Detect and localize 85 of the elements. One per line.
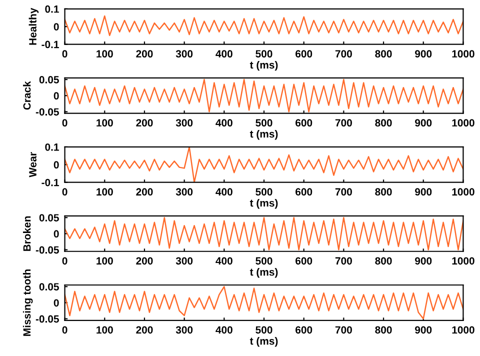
y-tick-label: -0.1 [42, 40, 59, 48]
y-tick-label: 0.05 [39, 214, 59, 222]
x-tick-label: 600 [296, 50, 312, 58]
x-axis-title: t (ms) [250, 60, 278, 71]
y-tick-label: 0 [54, 299, 59, 307]
x-tick-label: 900 [415, 119, 432, 127]
x-tick-label: 0 [62, 50, 68, 58]
x-tick-label: 500 [256, 257, 272, 265]
y-tick-label: 0 [54, 92, 59, 100]
x-tick-label: 900 [415, 257, 432, 265]
line-series [64, 78, 464, 112]
y-tick-label: 0 [54, 23, 59, 30]
x-tick-label: 400 [216, 188, 232, 196]
x-tick-label: 600 [296, 257, 312, 265]
x-tick-label: 0 [62, 257, 68, 265]
y-axis-title: Broken [23, 216, 31, 251]
x-tick-label: 1000 [452, 257, 474, 265]
x-axis-title: t (ms) [250, 268, 278, 278]
x-tick-label: 600 [296, 119, 312, 127]
y-tick-label: -0.05 [36, 108, 59, 116]
x-tick-label: 800 [375, 50, 392, 58]
x-axis-title: t (ms) [250, 199, 278, 209]
y-tick-label: 0.05 [39, 76, 59, 84]
x-tick-label: 800 [375, 188, 392, 196]
y-tick-label: 0 [54, 161, 59, 169]
x-tick-label: 700 [335, 50, 352, 58]
x-tick-label: 300 [176, 119, 193, 127]
x-tick-label: 600 [296, 326, 312, 334]
y-axis-title: Crack [23, 81, 31, 110]
x-tick-label: 800 [375, 326, 392, 334]
x-tick-label: 600 [296, 188, 312, 196]
x-tick-label: 0 [62, 326, 68, 334]
y-tick-label: -0.05 [36, 246, 59, 254]
x-tick-label: 800 [375, 257, 392, 265]
y-tick-label: -0.05 [36, 315, 59, 323]
y-tick-label: 0.1 [45, 5, 59, 13]
x-tick-label: 200 [136, 257, 153, 265]
x-tick-label: 100 [96, 50, 113, 58]
x-tick-label: 800 [375, 119, 392, 127]
x-tick-label: 300 [176, 326, 193, 334]
y-tick-label: 0.1 [45, 143, 59, 151]
y-tick-label: 0 [54, 230, 59, 238]
x-tick-label: 700 [335, 119, 352, 127]
x-tick-label: 100 [96, 257, 113, 265]
y-axis-title: Healthy [28, 8, 39, 45]
x-tick-label: 500 [256, 188, 272, 196]
x-tick-label: 1000 [452, 119, 474, 127]
x-tick-label: 900 [415, 50, 432, 58]
x-tick-label: 200 [136, 188, 153, 196]
x-tick-label: 700 [335, 188, 352, 196]
x-tick-label: 1000 [452, 50, 474, 58]
line-series [64, 286, 464, 320]
x-tick-label: 100 [96, 326, 113, 334]
x-tick-label: 900 [415, 188, 432, 196]
line-series [64, 15, 464, 36]
line-series [64, 216, 464, 250]
y-axis-title: Wear [29, 152, 36, 178]
x-tick-label: 100 [96, 188, 113, 196]
x-axis-title: t (ms) [250, 337, 278, 347]
x-tick-label: 400 [216, 326, 232, 334]
x-tick-label: 400 [216, 257, 232, 265]
x-tick-label: 200 [136, 50, 153, 58]
x-tick-label: 700 [335, 326, 352, 334]
x-tick-label: 400 [216, 50, 232, 58]
x-tick-label: 200 [136, 326, 153, 334]
x-tick-label: 300 [176, 257, 193, 265]
x-tick-label: 1000 [452, 188, 474, 196]
x-tick-label: 1000 [452, 326, 474, 334]
x-tick-label: 0 [62, 188, 68, 196]
x-tick-label: 100 [96, 119, 113, 127]
x-tick-label: 500 [256, 50, 272, 58]
line-series [64, 146, 464, 182]
x-tick-label: 700 [335, 257, 352, 265]
y-tick-label: -0.1 [42, 178, 59, 186]
y-axis-title: Missing tooth [22, 269, 33, 336]
x-tick-label: 400 [216, 119, 232, 127]
x-tick-label: 0 [62, 119, 68, 127]
x-tick-label: 900 [415, 326, 432, 334]
x-tick-label: 500 [256, 326, 272, 334]
x-tick-label: 300 [176, 50, 193, 58]
x-tick-label: 500 [256, 119, 272, 127]
y-tick-label: 0.05 [39, 283, 59, 290]
x-tick-label: 300 [176, 188, 193, 196]
x-tick-label: 200 [136, 119, 153, 127]
x-axis-title: t (ms) [250, 130, 278, 140]
